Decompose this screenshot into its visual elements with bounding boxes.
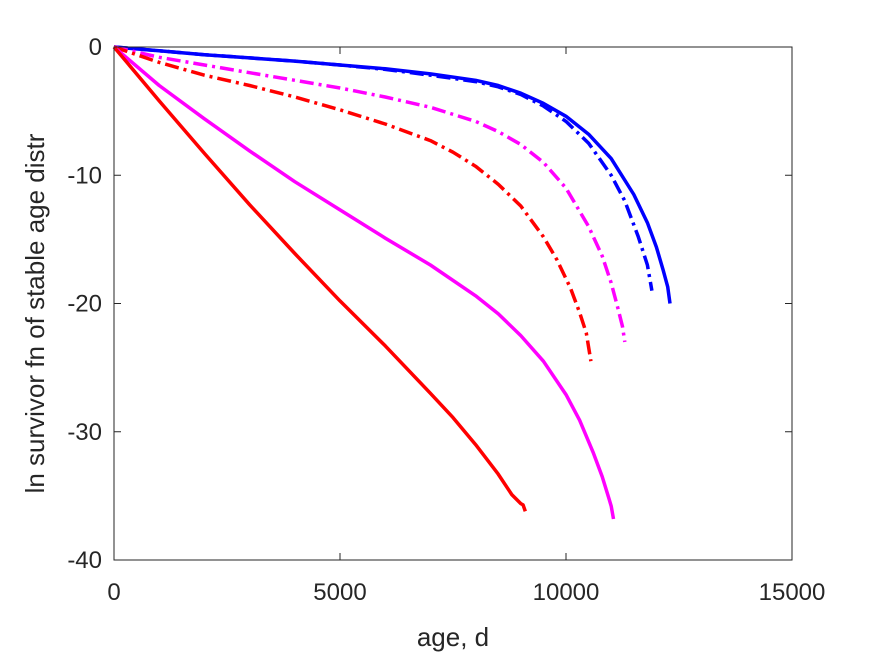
series-line-5	[112, 45, 616, 520]
y-tick-label: -20	[67, 291, 102, 318]
y-tick-label: -40	[67, 547, 102, 574]
axes-box	[113, 46, 793, 561]
x-tick-label: 15000	[759, 579, 826, 606]
series-line-2	[113, 45, 654, 292]
axes: 0 5000 10000 15000 -40 -30 -20 -10 0	[67, 34, 825, 606]
y-axis-label: ln survivor fn of stable age distr	[20, 133, 50, 493]
y-tick-label: 0	[89, 34, 102, 61]
series-line-1	[113, 45, 672, 304]
series-line-4	[113, 45, 593, 362]
y-tick-label: -10	[67, 162, 102, 189]
x-tick-label: 5000	[313, 579, 366, 606]
x-axis-label: age, d	[417, 622, 489, 652]
y-tick-label: -30	[67, 419, 102, 446]
x-tick-label: 10000	[533, 579, 600, 606]
x-tick-label: 0	[107, 579, 120, 606]
series-line-3	[113, 45, 627, 343]
plot-area	[112, 45, 672, 520]
series-line-6	[112, 45, 527, 512]
